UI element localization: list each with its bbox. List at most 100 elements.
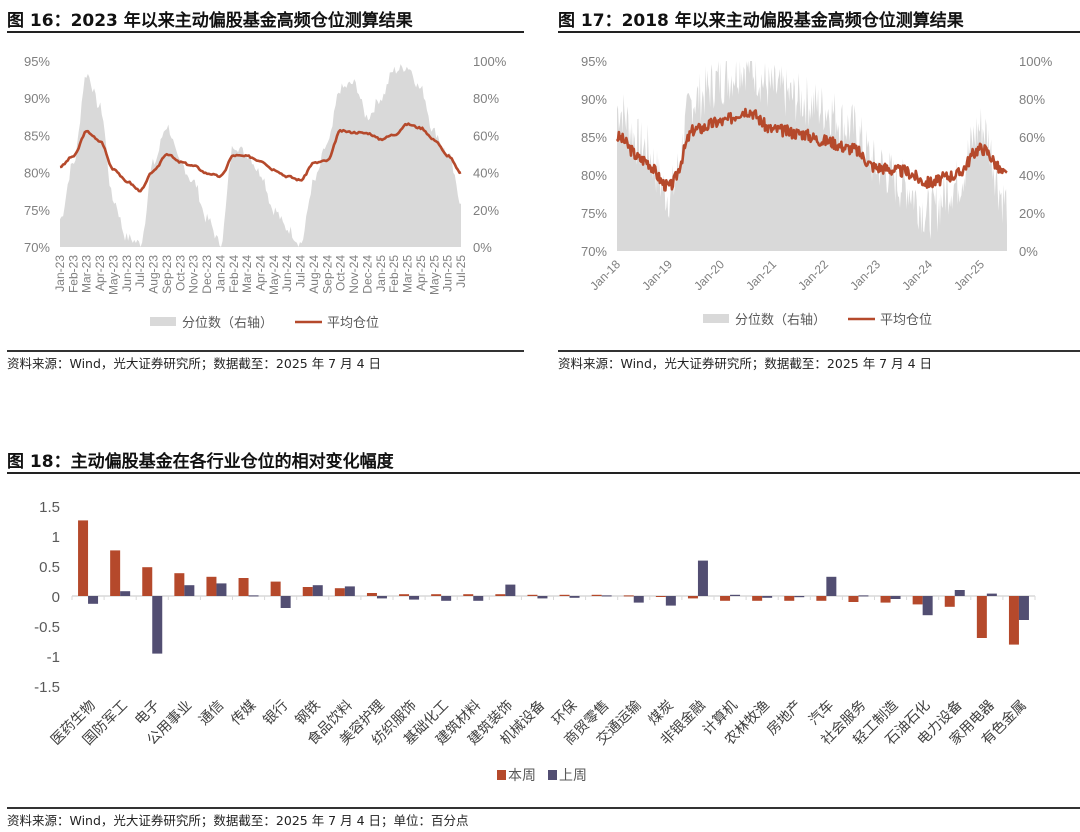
y-tick-left: 80% [581, 168, 607, 183]
y-tick-left: 90% [24, 91, 50, 106]
x-tick: Feb-23 [66, 255, 80, 293]
x-tick: Apr-25 [414, 255, 428, 291]
x-tick: Jan-22 [795, 257, 831, 293]
bar-this-week [110, 550, 121, 596]
y-tick-right: 100% [473, 54, 507, 69]
y-tick: -1 [47, 649, 60, 666]
x-tick: Jul-23 [133, 255, 147, 288]
x-tick: Mar-24 [240, 255, 254, 293]
x-tick: May-23 [106, 255, 120, 295]
bar-this-week [302, 587, 313, 596]
y-tick: 0 [52, 589, 60, 606]
bar-this-week [784, 596, 795, 601]
legend-area-swatch [703, 314, 729, 323]
bar-this-week [78, 520, 89, 596]
bar-this-week [142, 567, 153, 596]
bar-last-week [120, 591, 131, 596]
bar-last-week [601, 595, 612, 597]
fig16-title: 图 16：2023 年以来主动偏股基金高频仓位测算结果 [7, 11, 413, 31]
bar-this-week [623, 595, 634, 597]
y-tick-right: 80% [1019, 92, 1045, 107]
bar-last-week [473, 596, 484, 601]
bar-this-week [944, 596, 955, 607]
bar-last-week [858, 595, 869, 597]
x-tick: Jan-24 [899, 257, 935, 293]
bar-this-week [720, 596, 731, 601]
x-tick: Jan-25 [374, 255, 388, 292]
x-tick: Jan-20 [691, 257, 727, 293]
x-tick: Oct-23 [173, 255, 187, 291]
bar-this-week [463, 594, 474, 596]
y-tick: -1.5 [34, 679, 60, 696]
bar-last-week [537, 596, 548, 599]
x-tick: Aug-23 [147, 255, 161, 294]
bar-this-week [912, 596, 923, 605]
x-tick: Nov-23 [187, 255, 201, 294]
bar-last-week [216, 583, 227, 596]
y-tick-left: 85% [24, 128, 50, 143]
x-tick: Apr-23 [93, 255, 107, 291]
bar-this-week [976, 596, 987, 638]
bar-last-week [1018, 596, 1029, 620]
x-tick: Apr-24 [254, 255, 268, 291]
bar-last-week [922, 596, 933, 616]
x-tick: Aug-24 [307, 255, 321, 294]
fig17-title: 图 17：2018 年以来主动偏股基金高频仓位测算结果 [558, 11, 964, 31]
bar-last-week [376, 596, 387, 599]
bar-this-week [655, 596, 666, 597]
category-label: 房地产 [763, 697, 804, 738]
avg-position-line [59, 122, 462, 193]
x-tick: Sep-24 [320, 255, 334, 294]
category-label: 银行 [260, 697, 291, 728]
bar-this-week [495, 594, 506, 596]
bar-this-week [591, 594, 602, 596]
x-tick: Jun-24 [280, 255, 294, 292]
bar-last-week [280, 596, 291, 608]
bar-last-week [248, 595, 259, 597]
x-tick: May-25 [427, 255, 441, 295]
x-tick: Jan-24 [213, 255, 227, 292]
y-tick-right: 20% [473, 203, 499, 218]
x-tick: Feb-24 [227, 255, 241, 293]
bar-last-week [762, 596, 773, 598]
y-tick: 1 [52, 529, 60, 546]
bar-last-week [312, 585, 323, 596]
y-tick-left: 70% [24, 240, 50, 255]
bar-last-week [697, 560, 708, 596]
x-tick: Jul-25 [454, 255, 468, 288]
y-tick: -0.5 [34, 619, 60, 636]
bar-last-week [794, 596, 805, 598]
y-tick-right: 40% [473, 166, 499, 181]
y-tick-left: 85% [581, 130, 607, 145]
x-tick: Mar-23 [80, 255, 94, 293]
bar-this-week [174, 573, 185, 596]
legend-this-week-swatch [497, 770, 506, 780]
category-label: 通信 [195, 697, 226, 728]
y-tick-left: 90% [581, 92, 607, 107]
percentile-area [617, 61, 1007, 251]
fig16-chart: 70% 75% 80% 85% 90% 95% 0% 20% 40% 60% 80% 100% Jan-… [24, 54, 507, 330]
fig16-title-rule [7, 31, 524, 33]
fig18-title-rule [7, 472, 1080, 474]
y-tick-left: 75% [581, 206, 607, 221]
bar-last-week [441, 596, 452, 601]
fig16-source-rule [7, 350, 524, 352]
bar-last-week [730, 594, 741, 596]
bar-last-week [954, 590, 965, 596]
fig16-source: 资料来源：Wind，光大证券研究所；数据截至：2025 年 7 月 4 日 [7, 356, 382, 371]
bar-last-week [152, 596, 163, 654]
y-tick-right: 0% [473, 240, 492, 255]
bar-this-week [880, 596, 891, 603]
bar-last-week [88, 596, 99, 604]
bar-this-week [687, 596, 698, 599]
bar-this-week [848, 596, 859, 602]
category-label: 传媒 [228, 697, 259, 728]
y-tick-left: 75% [24, 203, 50, 218]
y-tick-left: 95% [581, 54, 607, 69]
bar-last-week [184, 585, 195, 596]
fig18-source-rule [7, 807, 1080, 809]
bar-this-week [559, 594, 570, 596]
legend-last-week-swatch [548, 770, 557, 780]
y-tick-right: 100% [1019, 54, 1053, 69]
